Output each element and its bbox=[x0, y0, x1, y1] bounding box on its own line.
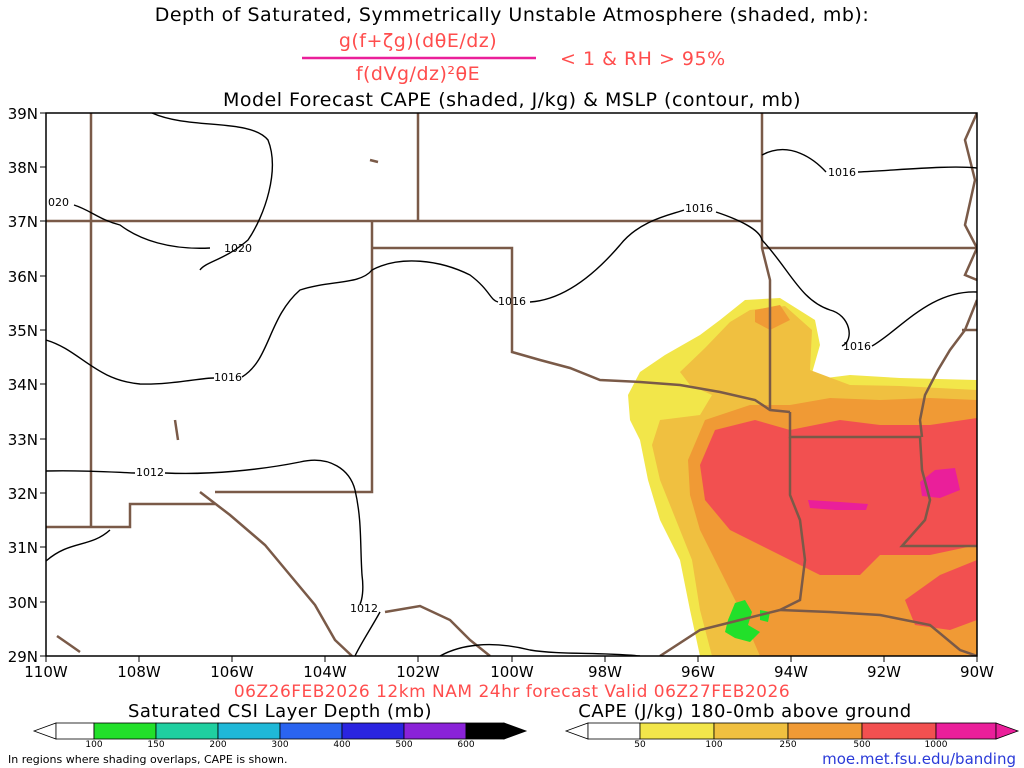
csi-colorbar bbox=[32, 722, 528, 740]
latitude-labels: 39N 38N 37N 36N 35N 34N 33N 32N 31N 30N … bbox=[8, 105, 38, 666]
lat-label: 31N bbox=[8, 539, 38, 557]
csi-tick: 100 bbox=[85, 740, 102, 750]
lon-label: 96W bbox=[681, 663, 715, 681]
isobar-label: 1016 bbox=[685, 202, 713, 215]
lat-label: 36N bbox=[8, 268, 38, 286]
csi-colorbar-ticks: 100 150 200 300 400 500 600 bbox=[85, 740, 474, 750]
formula-denominator: f(dVg/dz)²θE bbox=[356, 63, 480, 85]
csi-tick: 600 bbox=[457, 740, 474, 750]
title-line3: Model Forecast CAPE (shaded, J/kg) & MSL… bbox=[223, 89, 801, 111]
lat-label: 30N bbox=[8, 594, 38, 612]
lat-label: 34N bbox=[8, 376, 38, 394]
csi-tick: 400 bbox=[333, 740, 350, 750]
isobar-label: 1020 bbox=[224, 242, 252, 255]
isobar-label: 1012 bbox=[350, 602, 378, 615]
map-area: 020 1020 1016 1016 1016 1016 1016 1012 1… bbox=[46, 113, 977, 656]
cape-tick: 1000 bbox=[925, 740, 948, 750]
lat-label: 35N bbox=[8, 322, 38, 340]
csi-shading bbox=[725, 600, 760, 642]
isobars bbox=[46, 113, 977, 656]
isobar-label: 1016 bbox=[828, 166, 856, 179]
cape-shading-1000 bbox=[920, 468, 960, 498]
state-borders bbox=[46, 113, 977, 656]
formula-numerator: g(f+ζg)(dθE/dz) bbox=[339, 30, 497, 52]
lat-label: 29N bbox=[8, 648, 38, 666]
cape-shading-500 bbox=[700, 418, 977, 575]
isobar-label: 1016 bbox=[843, 340, 871, 353]
csi-tick: 300 bbox=[271, 740, 288, 750]
isobar-label: 1016 bbox=[214, 371, 242, 384]
lat-label: 39N bbox=[8, 105, 38, 123]
lon-label: 94W bbox=[774, 663, 808, 681]
cape-tick: 500 bbox=[853, 740, 870, 750]
csi-tick: 150 bbox=[147, 740, 164, 750]
lon-label: 106W bbox=[210, 663, 254, 681]
lon-label: 108W bbox=[117, 663, 161, 681]
title-line1: Depth of Saturated, Symmetrically Unstab… bbox=[155, 4, 870, 26]
cape-shading-500b bbox=[905, 560, 977, 630]
csi-tick: 500 bbox=[395, 740, 412, 750]
longitude-labels: 110W 108W 106W 104W 102W 100W 98W 96W 94… bbox=[24, 663, 994, 681]
forecast-valid-line: 06Z26FEB2026 12km NAM 24hr forecast Vali… bbox=[234, 682, 790, 702]
lon-label: 92W bbox=[867, 663, 901, 681]
lat-label: 37N bbox=[8, 213, 38, 231]
lat-label: 33N bbox=[8, 431, 38, 449]
lon-label: 110W bbox=[24, 663, 68, 681]
cape-tick: 100 bbox=[705, 740, 722, 750]
source-url[interactable]: moe.met.fsu.edu/banding bbox=[822, 750, 1016, 768]
cape-colorbar-title: CAPE (J/kg) 180-0mb above ground bbox=[578, 701, 911, 722]
lat-label: 38N bbox=[8, 159, 38, 177]
lon-label: 102W bbox=[396, 663, 440, 681]
lon-label: 98W bbox=[588, 663, 622, 681]
cape-colorbar-ticks: 50 100 250 500 1000 bbox=[634, 740, 947, 750]
isobar-label: 020 bbox=[48, 196, 69, 209]
cape-colorbar bbox=[564, 722, 1020, 740]
lon-label: 104W bbox=[303, 663, 347, 681]
cape-shading-250b bbox=[755, 305, 790, 330]
csi-colorbar-title: Saturated CSI Layer Depth (mb) bbox=[128, 701, 432, 722]
overlap-note: In regions where shading overlaps, CAPE … bbox=[8, 753, 287, 766]
csi-tick: 200 bbox=[209, 740, 226, 750]
lon-label: 90W bbox=[960, 663, 994, 681]
axis-ticks bbox=[40, 112, 978, 662]
formula-condition: < 1 & RH > 95% bbox=[560, 48, 726, 70]
lon-label: 100W bbox=[490, 663, 534, 681]
lat-label: 32N bbox=[8, 485, 38, 503]
isobar-label: 1016 bbox=[498, 295, 526, 308]
cape-tick: 250 bbox=[779, 740, 796, 750]
isobar-label: 1012 bbox=[136, 466, 164, 479]
cape-shading-1000b bbox=[808, 500, 868, 510]
cape-tick: 50 bbox=[634, 740, 646, 750]
